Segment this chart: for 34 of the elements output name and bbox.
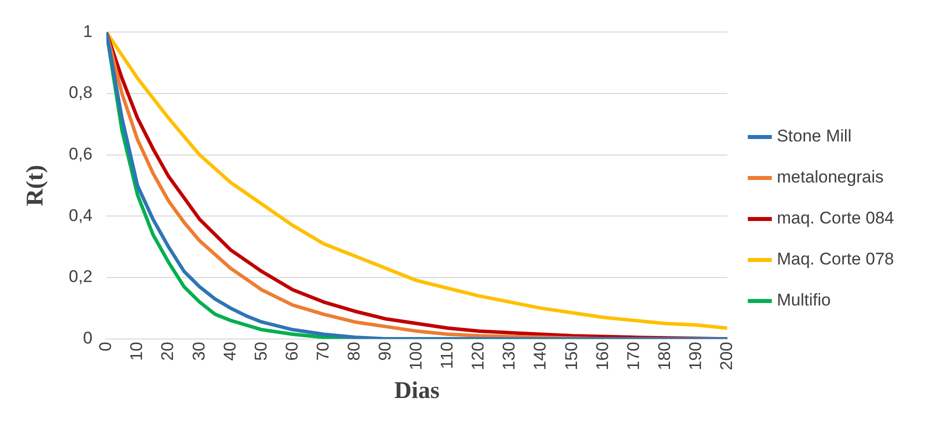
y-axis-title: R(t) (22, 164, 49, 206)
x-tick-label: 80 (344, 342, 364, 361)
legend-label: metalonegrais (776, 168, 884, 187)
x-tick-label: 190 (686, 342, 705, 370)
legend-label: Maq. Corte 078 (776, 250, 894, 269)
x-tick-label: 120 (468, 342, 488, 370)
x-tick-label: 110 (438, 342, 457, 369)
x-tick-label: 150 (562, 342, 581, 370)
y-tick-label: 0,4 (68, 206, 92, 225)
x-tick-label: 40 (220, 342, 240, 361)
legend-label: Multifio (776, 290, 831, 310)
y-tick-label: 0,6 (68, 144, 92, 164)
x-tick-label: 160 (592, 342, 612, 370)
x-tick-label: 20 (158, 342, 178, 361)
x-tick-label: 60 (282, 342, 302, 361)
x-tick-label: 50 (251, 342, 270, 361)
x-tick-label: 140 (530, 342, 550, 370)
x-tick-label: 10 (127, 342, 146, 361)
y-tick-label: 0 (82, 328, 92, 348)
y-tick-label: 0,2 (68, 267, 92, 286)
legend-label: Stone Mill (776, 126, 852, 146)
x-tick-label: 90 (376, 342, 395, 361)
x-tick-label: 30 (189, 342, 208, 361)
x-tick-label: 170 (624, 342, 643, 370)
legend-label: maq. Corte 084 (776, 208, 894, 228)
x-tick-label: 130 (500, 342, 519, 370)
x-tick-label: 70 (313, 342, 332, 361)
x-tick-label: 180 (654, 342, 674, 370)
x-tick-label: 0 (96, 342, 116, 352)
y-tick-label: 1 (82, 22, 92, 41)
y-tick-label: 0,8 (68, 83, 92, 102)
x-tick-label: 100 (406, 342, 426, 370)
x-axis-title: Dias (394, 378, 440, 404)
x-tick-label: 200 (717, 342, 736, 370)
